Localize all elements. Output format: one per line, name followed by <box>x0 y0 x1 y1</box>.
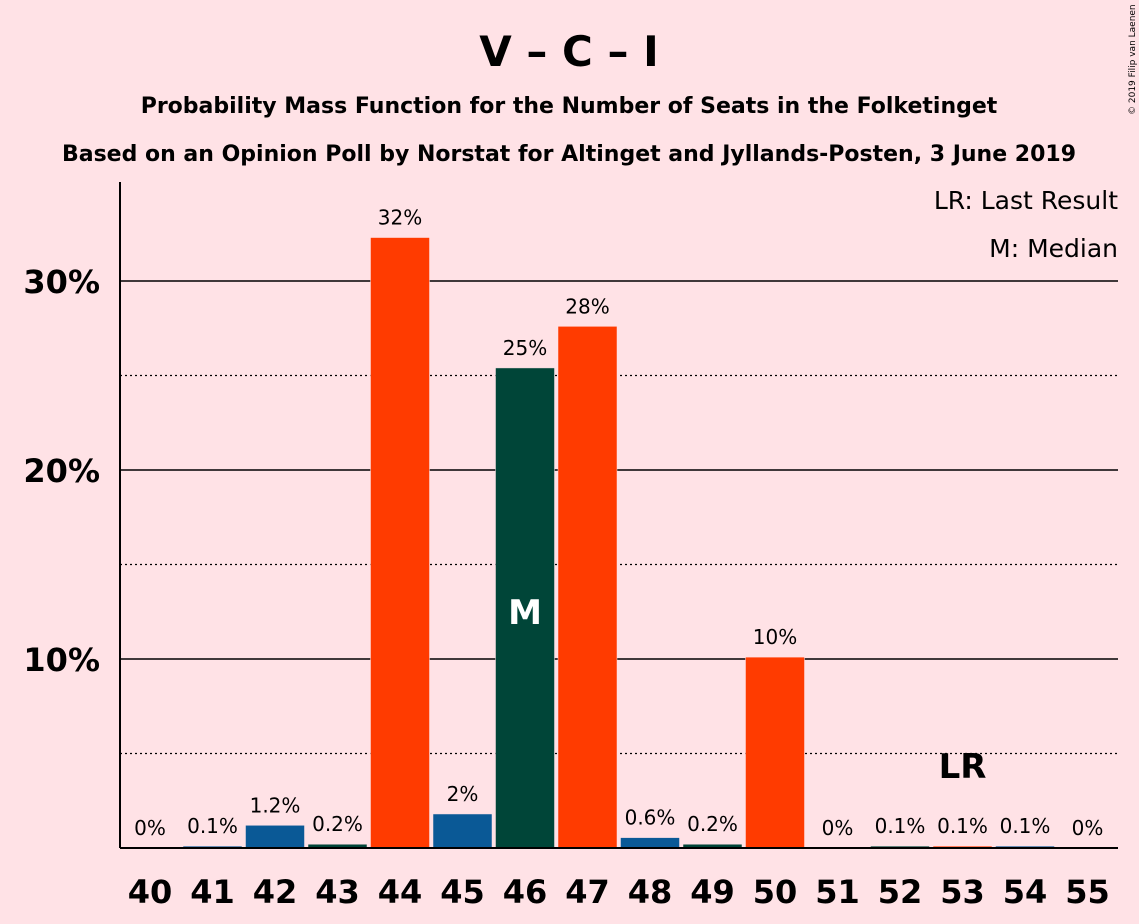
data-label-44: 32% <box>378 206 422 230</box>
x-tick-label-42: 42 <box>253 873 298 911</box>
x-tick-label-49: 49 <box>690 873 735 911</box>
legend-median: M: Median <box>989 234 1118 263</box>
data-label-50: 10% <box>753 625 797 649</box>
last-result-marker: LR <box>939 747 987 787</box>
data-label-52: 0.1% <box>875 814 926 838</box>
x-tick-label-55: 55 <box>1065 873 1110 911</box>
data-label-40: 0% <box>134 816 166 840</box>
data-labels: 0% 0.1% 1.2% 0.2% 32% 2% 25% M 28% 0.6% 0.2% 10% 0% 0… <box>134 206 1103 840</box>
x-tick-label-43: 43 <box>315 873 360 911</box>
x-tick-label-45: 45 <box>440 873 485 911</box>
y-tick-label: 30% <box>23 263 100 301</box>
x-tick-labels: 40 41 42 43 44 45 46 47 48 49 50 51 52 53 54 55 <box>128 873 1110 911</box>
bar-45 <box>432 813 493 849</box>
bar-47 <box>557 326 618 849</box>
bars <box>182 237 1055 849</box>
x-tick-label-44: 44 <box>378 873 423 911</box>
chart-title: V – C – I <box>479 27 658 76</box>
x-tick-label-54: 54 <box>1003 873 1048 911</box>
data-label-51: 0% <box>822 816 854 840</box>
y-tick-label: 20% <box>23 452 100 490</box>
data-label-46: 25% <box>503 336 547 360</box>
gridlines <box>120 280 1118 755</box>
bar-42 <box>245 825 305 849</box>
x-tick-label-50: 50 <box>753 873 798 911</box>
x-tick-label-51: 51 <box>815 873 860 911</box>
data-label-55: 0% <box>1072 816 1104 840</box>
x-tick-label-47: 47 <box>565 873 610 911</box>
data-label-48: 0.6% <box>625 806 676 830</box>
x-tick-label-48: 48 <box>628 873 673 911</box>
data-label-54: 0.1% <box>1000 814 1051 838</box>
y-tick-labels: 10% 20% 30% <box>23 263 100 679</box>
data-label-49: 0.2% <box>687 812 738 836</box>
data-label-43: 0.2% <box>312 812 363 836</box>
y-tick-label: 10% <box>23 641 100 679</box>
x-tick-label-52: 52 <box>878 873 923 911</box>
bar-44 <box>370 237 430 849</box>
data-label-42: 1.2% <box>250 793 301 817</box>
data-label-47: 28% <box>565 294 609 318</box>
median-marker: M <box>508 593 542 633</box>
x-tick-label-46: 46 <box>503 873 548 911</box>
data-label-53: 0.1% <box>937 814 988 838</box>
x-tick-label-53: 53 <box>940 873 985 911</box>
bar-50 <box>745 656 805 849</box>
bar-48 <box>620 837 680 849</box>
data-label-41: 0.1% <box>187 814 238 838</box>
x-tick-label-40: 40 <box>128 873 173 911</box>
data-label-45: 2% <box>447 782 479 806</box>
chart-source: Based on an Opinion Poll by Norstat for … <box>62 142 1076 167</box>
copyright-credit: © 2019 Filip van Laenen <box>1128 4 1138 115</box>
x-tick-label-41: 41 <box>190 873 235 911</box>
chart-subtitle: Probability Mass Function for the Number… <box>141 94 998 119</box>
legend-last-result: LR: Last Result <box>934 186 1118 215</box>
